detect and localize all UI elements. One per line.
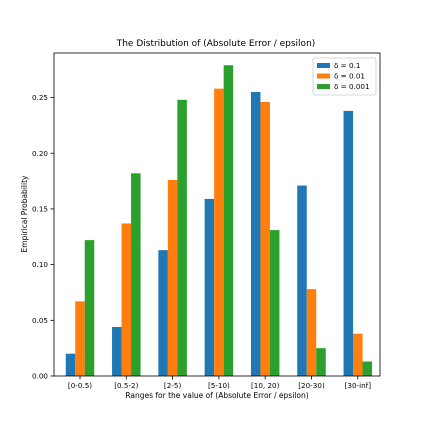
x-tick-label: [0-0.5) — [68, 381, 92, 390]
bar-series1-2 — [112, 326, 122, 376]
x-axis-label: Ranges for the value of (Absolute Error … — [125, 391, 308, 400]
bar-series1-6 — [297, 185, 307, 376]
bar-series3-2 — [131, 173, 141, 376]
y-tick-label: 0.00 — [32, 372, 48, 381]
x-tick-label: [30-inf] — [345, 381, 372, 390]
bar-series2-6 — [306, 289, 317, 376]
bar-series2-2 — [121, 223, 132, 376]
bar-series2-1 — [75, 301, 85, 376]
legend: δ = 0.1 δ = 0.01δ = 0.001 — [312, 57, 377, 96]
y-tick-label: 0.25 — [32, 93, 48, 102]
legend-label-1: δ = 0.1 — [334, 61, 360, 70]
plot-area — [65, 65, 373, 377]
x-axis: [0-0.5) [0.5-2) [2-5) [5-10) [10, 20) [20-30)… — [68, 376, 371, 390]
bar-series3-6 — [316, 348, 326, 376]
y-tick-label: 0.10 — [32, 260, 48, 269]
bar-series1-5 — [250, 91, 261, 376]
bar-series2-7 — [353, 333, 363, 376]
legend-swatch-2 — [317, 73, 330, 79]
y-axis-label: Empirical Probability — [20, 175, 29, 252]
bar-series3-3 — [177, 99, 187, 376]
x-tick-label: [2-5) — [164, 381, 182, 390]
bar-series1-3 — [158, 250, 168, 376]
bar-series1-4 — [204, 198, 215, 376]
plot-frame — [53, 52, 381, 377]
bar-series3-4 — [223, 65, 234, 376]
x-tick-label: [5-10) — [208, 381, 230, 390]
y-axis: 0.00 0.05 0.10 0.15 0.20 0.25 — [32, 93, 54, 381]
y-tick-label: 0.20 — [32, 149, 48, 158]
legend-label-3: δ = 0.001 — [334, 82, 370, 91]
legend-swatch-3 — [317, 84, 330, 89]
x-tick-label: [10, 20) — [251, 381, 280, 390]
bar-series1-7 — [343, 110, 354, 377]
legend-swatch-1 — [317, 63, 330, 68]
y-tick-label: 0.05 — [32, 316, 48, 325]
bar-series2-5 — [260, 102, 270, 376]
bar-series1-1 — [65, 353, 76, 376]
x-tick-label: [0.5-2) — [114, 381, 138, 390]
bar-series3-1 — [84, 240, 95, 376]
legend-label-2: δ = 0.01 — [334, 72, 365, 81]
bar-series3-7 — [362, 361, 373, 376]
bar-series2-4 — [214, 88, 224, 376]
chart-title: The Distribution of (Absolute Error / ep… — [116, 39, 316, 49]
bar-series3-5 — [269, 230, 280, 376]
bar-series2-3 — [167, 179, 178, 376]
y-tick-label: 0.15 — [32, 205, 48, 214]
x-tick-label: [20-30) — [298, 381, 325, 390]
